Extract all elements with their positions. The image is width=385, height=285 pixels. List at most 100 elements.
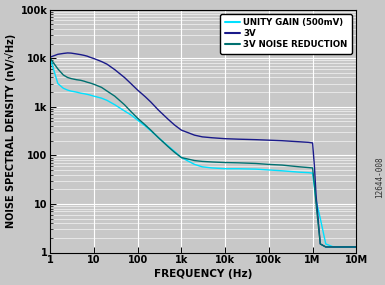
UNITY GAIN (500mV) — [74, 90, 79, 94]
UNITY GAIN (500mV) — [253, 167, 258, 171]
UNITY GAIN (500mV) — [266, 168, 271, 172]
3V NOISE REDUCTION — [253, 162, 258, 165]
UNITY GAIN (500mV) — [166, 144, 171, 148]
UNITY GAIN (500mV) — [129, 113, 133, 117]
3V — [331, 245, 336, 249]
UNITY GAIN (500mV) — [331, 245, 336, 249]
3V — [210, 136, 214, 139]
3V NOISE REDUCTION — [74, 78, 79, 82]
3V NOISE REDUCTION — [135, 117, 140, 120]
3V — [105, 62, 109, 66]
3V NOISE REDUCTION — [210, 160, 214, 164]
3V NOISE REDUCTION — [297, 165, 302, 168]
3V — [122, 76, 127, 79]
UNITY GAIN (500mV) — [354, 245, 359, 249]
3V NOISE REDUCTION — [99, 86, 104, 89]
3V NOISE REDUCTION — [48, 56, 52, 60]
3V NOISE REDUCTION — [65, 76, 70, 79]
3V — [253, 138, 258, 141]
3V NOISE REDUCTION — [192, 159, 197, 162]
UNITY GAIN (500mV) — [112, 103, 117, 106]
UNITY GAIN (500mV) — [306, 171, 311, 174]
UNITY GAIN (500mV) — [122, 109, 127, 113]
3V — [216, 137, 221, 140]
3V NOISE REDUCTION — [69, 77, 73, 80]
3V NOISE REDUCTION — [129, 110, 133, 113]
3V — [323, 245, 328, 249]
3V — [354, 245, 359, 249]
3V — [99, 60, 104, 63]
3V — [79, 53, 83, 56]
3V — [61, 52, 65, 55]
3V — [312, 164, 317, 168]
UNITY GAIN (500mV) — [323, 242, 328, 246]
Line: 3V: 3V — [50, 53, 357, 247]
UNITY GAIN (500mV) — [210, 166, 214, 170]
3V — [55, 53, 60, 56]
3V NOISE REDUCTION — [216, 160, 221, 164]
UNITY GAIN (500mV) — [105, 99, 109, 102]
3V NOISE REDUCTION — [61, 73, 65, 77]
Line: 3V NOISE REDUCTION: 3V NOISE REDUCTION — [50, 58, 357, 247]
3V NOISE REDUCTION — [85, 80, 89, 84]
3V NOISE REDUCTION — [310, 166, 315, 170]
3V — [87, 55, 92, 59]
3V — [172, 123, 177, 127]
X-axis label: FREQUENCY (Hz): FREQUENCY (Hz) — [154, 269, 253, 280]
3V — [192, 133, 197, 137]
3V NOISE REDUCTION — [79, 79, 83, 82]
3V — [74, 52, 79, 56]
3V — [314, 194, 318, 197]
3V NOISE REDUCTION — [200, 160, 204, 163]
3V — [69, 51, 73, 55]
UNITY GAIN (500mV) — [223, 167, 228, 170]
3V NOISE REDUCTION — [323, 245, 328, 249]
3V — [129, 82, 133, 85]
3V NOISE REDUCTION — [112, 94, 117, 98]
UNITY GAIN (500mV) — [65, 88, 70, 92]
3V NOISE REDUCTION — [55, 67, 60, 71]
3V NOISE REDUCTION — [156, 136, 161, 139]
3V — [85, 54, 89, 58]
3V — [135, 88, 140, 92]
3V — [166, 118, 171, 121]
UNITY GAIN (500mV) — [99, 96, 104, 100]
UNITY GAIN (500mV) — [82, 92, 87, 95]
UNITY GAIN (500mV) — [87, 93, 92, 97]
UNITY GAIN (500mV) — [69, 89, 73, 93]
3V NOISE REDUCTION — [306, 166, 311, 169]
UNITY GAIN (500mV) — [216, 167, 221, 170]
3V — [149, 100, 153, 104]
UNITY GAIN (500mV) — [143, 124, 147, 128]
Text: 12644-008: 12644-008 — [375, 156, 384, 198]
3V NOISE REDUCTION — [172, 151, 177, 154]
UNITY GAIN (500mV) — [48, 56, 52, 60]
UNITY GAIN (500mV) — [92, 94, 96, 98]
UNITY GAIN (500mV) — [149, 129, 153, 133]
UNITY GAIN (500mV) — [314, 198, 318, 202]
UNITY GAIN (500mV) — [310, 171, 315, 175]
Legend: UNITY GAIN (500mV), 3V, 3V NOISE REDUCTION: UNITY GAIN (500mV), 3V, 3V NOISE REDUCTI… — [220, 14, 352, 54]
3V — [65, 51, 70, 55]
3V NOISE REDUCTION — [87, 81, 92, 85]
3V — [223, 137, 228, 141]
UNITY GAIN (500mV) — [341, 245, 345, 249]
3V NOISE REDUCTION — [143, 123, 147, 127]
UNITY GAIN (500mV) — [179, 156, 184, 159]
UNITY GAIN (500mV) — [85, 93, 89, 96]
3V — [318, 242, 323, 246]
3V — [310, 141, 315, 144]
3V — [112, 68, 117, 71]
3V NOISE REDUCTION — [354, 245, 359, 249]
3V — [236, 137, 241, 141]
3V NOISE REDUCTION — [166, 145, 171, 148]
3V — [200, 135, 204, 139]
UNITY GAIN (500mV) — [200, 165, 204, 168]
UNITY GAIN (500mV) — [280, 169, 285, 172]
3V NOISE REDUCTION — [122, 103, 127, 106]
UNITY GAIN (500mV) — [192, 163, 197, 166]
3V — [266, 139, 271, 142]
3V NOISE REDUCTION — [223, 161, 228, 164]
UNITY GAIN (500mV) — [79, 91, 83, 95]
3V — [297, 140, 302, 143]
